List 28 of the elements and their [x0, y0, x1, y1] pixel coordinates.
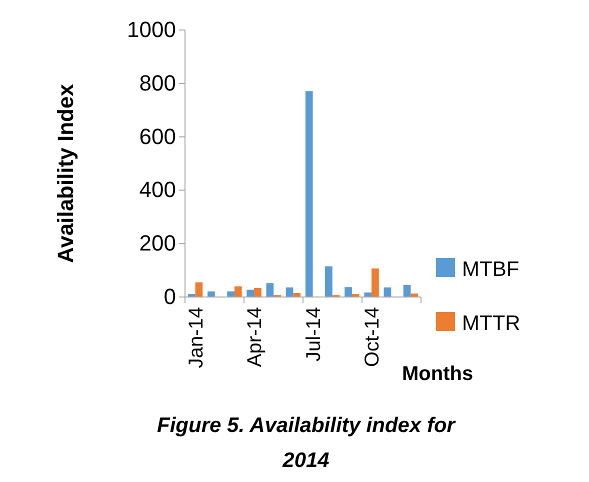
y-tick-label: 0 — [164, 284, 176, 310]
bar — [234, 286, 242, 297]
bar — [254, 288, 262, 297]
text: Figure 5. Availability index for 2014 — [157, 414, 457, 472]
bar — [208, 291, 215, 297]
bar — [403, 284, 411, 297]
x-tick-label: Jan-14 — [185, 307, 208, 368]
bar — [305, 91, 313, 297]
x-tick-label: Apr-14 — [244, 307, 266, 368]
legend-label: MTBF — [462, 258, 520, 281]
x-axis-title: Months — [402, 363, 474, 385]
bar — [344, 287, 352, 297]
bar — [364, 292, 372, 297]
x-tick-label: Oct-14 — [362, 307, 384, 368]
bar — [227, 291, 234, 297]
y-tick-label: 600 — [139, 124, 176, 149]
y-tick-label: 400 — [139, 177, 176, 202]
legend-label: MTTR — [462, 312, 520, 335]
bar — [195, 282, 203, 297]
y-tick-label: 200 — [139, 230, 176, 256]
bar — [246, 290, 254, 297]
bar — [266, 283, 274, 297]
bar — [325, 266, 332, 297]
bar — [372, 268, 379, 297]
y-tick-label: 1000 — [127, 17, 176, 42]
x-tick-label: Jul-14 — [302, 307, 325, 362]
y-axis-title: Availability Index — [53, 83, 78, 263]
y-tick-label: 800 — [139, 70, 176, 96]
